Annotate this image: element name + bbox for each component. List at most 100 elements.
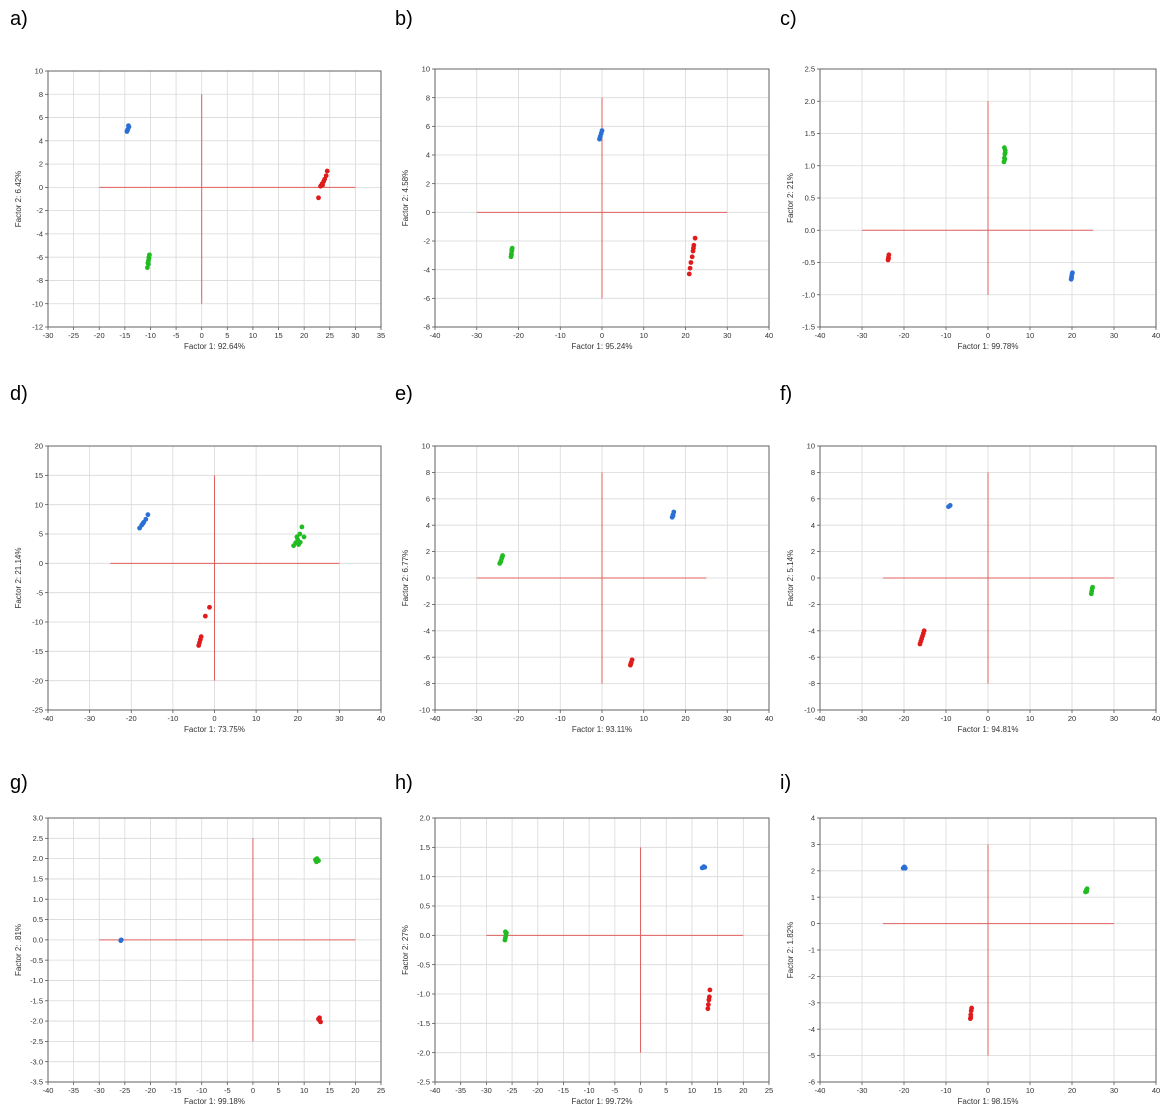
y-tick-label: 0.5 — [420, 902, 430, 911]
data-point-green — [1090, 584, 1095, 590]
y-tick-label: -0.5 — [802, 258, 815, 267]
x-tick-label: -30 — [857, 1086, 868, 1095]
x-axis-title: Factor 1: 92.64% — [184, 342, 245, 351]
x-tick-label: -10 — [941, 1086, 952, 1095]
x-tick-label: 0 — [638, 1086, 642, 1095]
x-tick-label: 5 — [276, 1086, 280, 1095]
x-tick-label: -40 — [430, 1086, 441, 1095]
scatter-chart: -30 -25 -20 -15 -10 -5 0 5 10 15 20 25 30 35 -12 -10 -8-… — [10, 65, 387, 355]
data-point-red — [968, 1014, 974, 1020]
y-tick-label: -6 — [808, 653, 815, 662]
y-tick-label: 0 — [811, 919, 815, 928]
plot-area — [435, 818, 769, 1082]
y-tick-label: 10 — [807, 442, 815, 451]
y-axis-title: Factor 2: 5.14% — [786, 550, 795, 606]
y-tick-label: -15 — [32, 647, 43, 656]
x-tick-label: -10 — [584, 1086, 595, 1095]
x-tick-label: 10 — [1026, 1086, 1034, 1095]
data-point-blue — [947, 503, 953, 508]
y-axis-title: Factor 2: 4.58% — [401, 170, 410, 226]
y-axis-title: Factor 2: .81% — [14, 924, 23, 976]
x-tick-label: -40 — [43, 1086, 54, 1095]
y-tick-label: 4 — [426, 521, 430, 530]
y-tick-label: 2.0 — [33, 854, 43, 863]
scatter-chart: -40 -35 -30 -25 -20 -15 -10 -5 0 5 10 15 20 25 -3.5 -3.… — [10, 812, 387, 1110]
x-axis-title: Factor 1: 98.15% — [958, 1097, 1019, 1106]
data-point-green — [498, 559, 503, 565]
y-axis-title: Factor 2: 21% — [786, 173, 795, 223]
panel-label: b) — [395, 8, 413, 30]
x-tick-label: 25 — [377, 1086, 385, 1095]
x-tick-label: 15 — [274, 331, 282, 340]
x-tick-label: 10 — [252, 714, 260, 723]
y-tick-label: 1.0 — [420, 872, 430, 881]
y-tick-label: 6 — [426, 122, 430, 131]
data-point-blue — [145, 512, 151, 518]
y-tick-label: 15 — [35, 471, 43, 480]
data-point-red — [691, 245, 696, 251]
data-point-green — [314, 859, 319, 865]
data-point-red — [317, 1015, 322, 1021]
y-tick-label: 2.5 — [805, 65, 815, 74]
y-tick-label: 0 — [426, 574, 430, 583]
x-tick-label: -20 — [532, 1086, 543, 1095]
y-tick-label: -20 — [32, 676, 43, 685]
plot-area — [48, 71, 381, 327]
x-tick-label: 5 — [664, 1086, 668, 1095]
x-tick-label: -10 — [555, 714, 566, 723]
y-tick-label: 1.5 — [33, 875, 43, 884]
panel-label: e) — [395, 383, 413, 405]
y-tick-label: -25 — [32, 706, 43, 715]
x-tick-label: 10 — [1026, 714, 1034, 723]
y-tick-label: -6 — [808, 1078, 815, 1087]
y-tick-label: 2 — [39, 160, 43, 169]
y-tick-label: 1.0 — [33, 895, 43, 904]
x-tick-label: 30 — [351, 331, 359, 340]
panel-label: f) — [780, 383, 793, 405]
y-tick-label: 2.0 — [805, 97, 815, 106]
data-point-blue — [702, 864, 708, 870]
x-tick-label: -25 — [507, 1086, 518, 1095]
x-tick-label: -10 — [145, 331, 156, 340]
x-tick-label: -10 — [941, 714, 952, 723]
data-point-red — [706, 994, 712, 1000]
y-tick-label: 4 — [39, 136, 43, 145]
y-tick-label: 0.5 — [805, 194, 815, 203]
data-point-red — [687, 265, 693, 271]
x-tick-label: 20 — [1068, 331, 1076, 340]
chart-svg: -40 -35 -30 -25 -20 -15 -10 -5 0 5 10 15 20 25 -2.5 -2.… — [401, 814, 773, 1106]
x-tick-label: 30 — [335, 714, 343, 723]
x-tick-label: -40 — [815, 331, 826, 340]
x-tick-label: 25 — [326, 331, 334, 340]
x-tick-label: -15 — [558, 1086, 569, 1095]
y-axis-title: Factor 2: 6.42% — [14, 171, 23, 227]
y-tick-label: 3.0 — [33, 814, 43, 823]
y-tick-label: 1 — [811, 893, 815, 902]
x-tick-label: 5 — [225, 331, 229, 340]
plot-frame — [819, 817, 1157, 1083]
y-tick-label: -4 — [423, 265, 430, 274]
chart-svg: -40 -30 -20 -10 0 10 20 30 40-10-8-6-4-20246810F… — [786, 442, 1160, 734]
x-tick-label: 20 — [1068, 1086, 1076, 1095]
x-tick-label: -35 — [455, 1086, 466, 1095]
data-point-green — [1002, 150, 1008, 156]
x-tick-label: 0 — [600, 714, 604, 723]
data-point-blue — [599, 128, 605, 134]
data-point-blue — [1070, 270, 1075, 276]
y-tick-label: 2 — [426, 179, 430, 188]
x-tick-label: 0 — [212, 714, 216, 723]
y-tick-label: -6 — [423, 294, 430, 303]
x-tick-label: 10 — [640, 714, 648, 723]
plot-frame — [47, 817, 382, 1083]
panel-label: a) — [10, 8, 28, 30]
data-point-red — [629, 657, 635, 663]
data-point-green — [299, 524, 305, 530]
x-tick-label: -15 — [119, 331, 130, 340]
x-tick-label: -30 — [857, 331, 868, 340]
data-point-blue — [140, 521, 146, 526]
y-axis-title: Factor 2: 1.82% — [786, 922, 795, 978]
y-tick-label: -1.0 — [417, 990, 430, 999]
x-tick-label: -35 — [68, 1086, 79, 1095]
data-point-red — [886, 252, 892, 258]
y-tick-label: 3 — [811, 840, 815, 849]
